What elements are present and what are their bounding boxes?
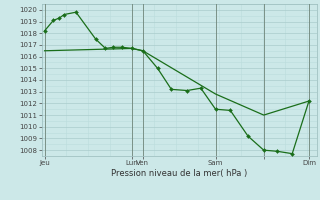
X-axis label: Pression niveau de la mer( hPa ): Pression niveau de la mer( hPa ) (111, 169, 247, 178)
